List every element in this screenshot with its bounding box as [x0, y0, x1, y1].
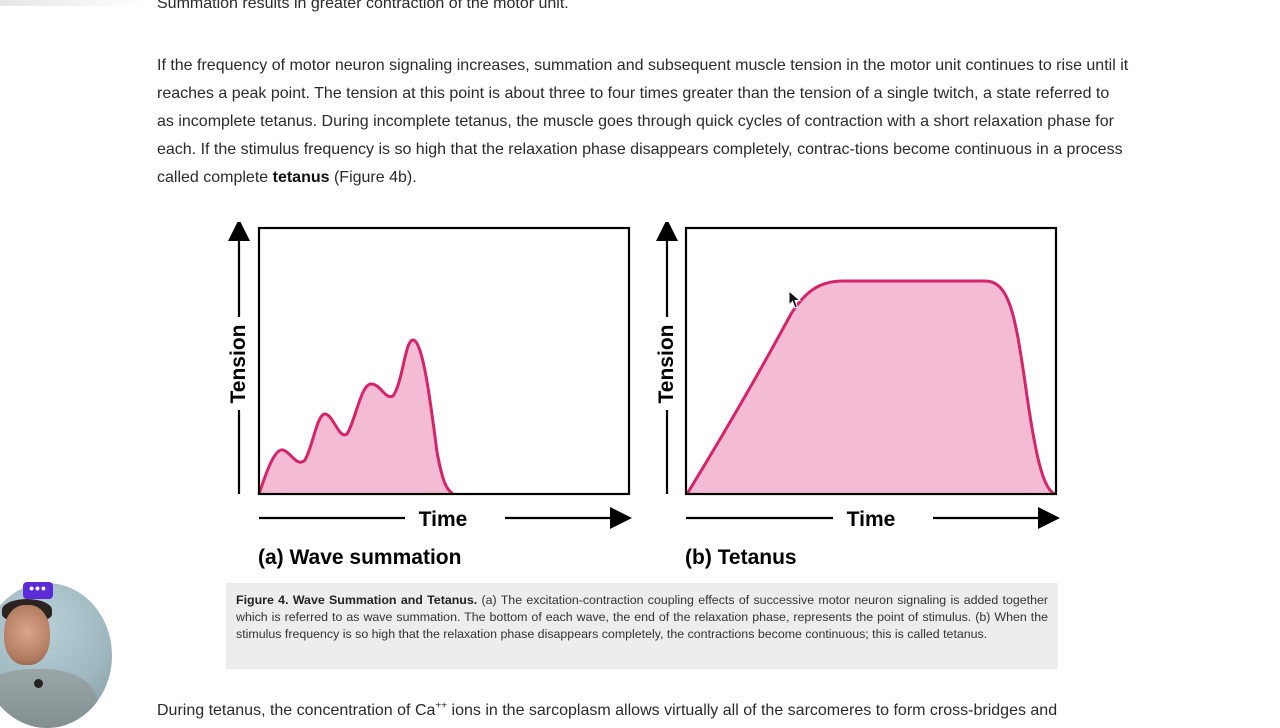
panel-b-y-label: Tension [655, 325, 678, 404]
presenter-face [4, 605, 50, 665]
panel-b-tetanus-curve [685, 279, 1056, 496]
panel-a-y-label: Tension [227, 325, 250, 404]
panel-b-tetanus: Tension Time (b) Tetanus [655, 222, 1060, 569]
figure-reference: (Figure 4b). [329, 169, 417, 186]
figure-4-graphic: Tension Time (a) Wave summation Tension … [227, 222, 1060, 569]
caption-body: (a) The excitation-contraction coupling … [236, 593, 1048, 641]
bold-term-tetanus: tetanus [272, 169, 330, 186]
panel-a-wave-curve [257, 338, 454, 496]
previous-paragraph-clip: Summation results in greater contraction… [0, 0, 1280, 14]
webcam-overlay[interactable] [0, 583, 112, 728]
paragraph-calcium: During tetanus, the concentration of Ca+… [157, 697, 1129, 725]
webcam-menu-button[interactable]: ••• [23, 581, 53, 599]
panel-b-tetanus-fill [687, 281, 1055, 494]
figure-caption: Figure 4. Wave Summation and Tetanus. (a… [226, 583, 1058, 669]
paragraph-tetanus: If the frequency of motor neuron signali… [157, 52, 1129, 192]
mouse-cursor-icon [788, 290, 802, 309]
panel-a-title: (a) Wave summation [258, 546, 461, 569]
lapel-mic [34, 679, 43, 688]
panel-a-x-label: Time [419, 508, 468, 531]
superscript-charge: ++ [435, 700, 448, 712]
paragraph-text-before: During tetanus, the concentration of Ca [157, 702, 436, 719]
panel-b-x-label: Time [847, 508, 896, 531]
figure-4: Tension Time (a) Wave summation Tension … [225, 222, 1065, 572]
paragraph-text-after: ions in the sarcoplasm allows virtually … [447, 702, 1058, 719]
panel-a-wave-summation: Tension Time (a) Wave summation [227, 222, 632, 569]
paragraph-text: If the frequency of motor neuron signali… [157, 57, 1129, 186]
panel-b-plot-frame [684, 226, 1058, 496]
previous-paragraph-text: Summation results in greater contraction… [157, 0, 569, 12]
header-fade [0, 0, 150, 6]
panel-b-title: (b) Tetanus [685, 546, 797, 569]
panel-a-plot-frame [257, 226, 631, 496]
caption-title: Figure 4. Wave Summation and Tetanus. [236, 593, 478, 607]
presenter-shirt [0, 669, 97, 728]
